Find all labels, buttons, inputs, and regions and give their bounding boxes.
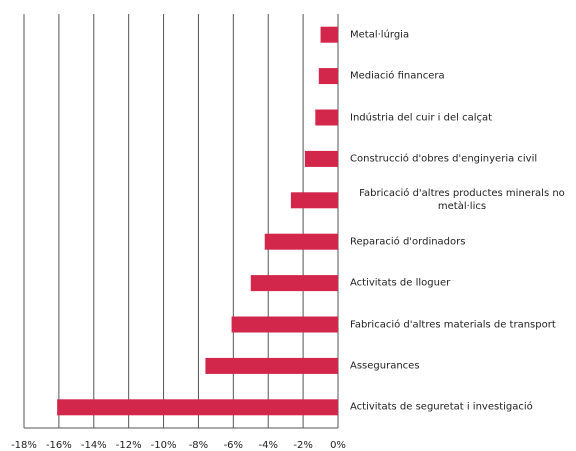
category-label: Activitats de seguretat i investigació (350, 401, 533, 413)
x-tick-label: -2% (293, 440, 312, 451)
category-label: Assegurances (350, 360, 420, 372)
x-tick-label: -10% (151, 440, 177, 451)
x-tick-label: -14% (81, 440, 107, 451)
bar (231, 316, 338, 333)
category-label: Activitats de lloguer (350, 277, 451, 289)
x-tick-label: -18% (11, 440, 37, 451)
bar (290, 192, 338, 209)
category-label: Reparació d'ordinadors (350, 236, 466, 248)
category-label: Construcció d'obres d'enginyeria civil (350, 153, 538, 165)
x-tick-label: -12% (116, 440, 142, 451)
bar (205, 357, 338, 374)
category-label: Fabricació d'altres productes minerals n… (359, 188, 565, 213)
x-tick-label: -6% (224, 440, 243, 451)
bar (320, 26, 338, 43)
category-label: Fabricació d'altres materials de transpo… (350, 319, 556, 330)
x-tick-label: -4% (258, 440, 277, 451)
category-label: Metal·lúrgia (350, 29, 410, 41)
bar (304, 150, 338, 167)
x-tick-label: 0% (330, 440, 346, 451)
x-tick-label: -8% (189, 440, 208, 451)
bar (264, 233, 338, 250)
bar (315, 109, 338, 126)
bar (57, 399, 339, 416)
x-tick-label: -16% (46, 440, 72, 451)
bar (318, 68, 338, 85)
bar (250, 275, 338, 292)
category-label: Mediació financera (350, 70, 445, 82)
category-label: Indústria del cuir i del calçat (350, 112, 493, 123)
